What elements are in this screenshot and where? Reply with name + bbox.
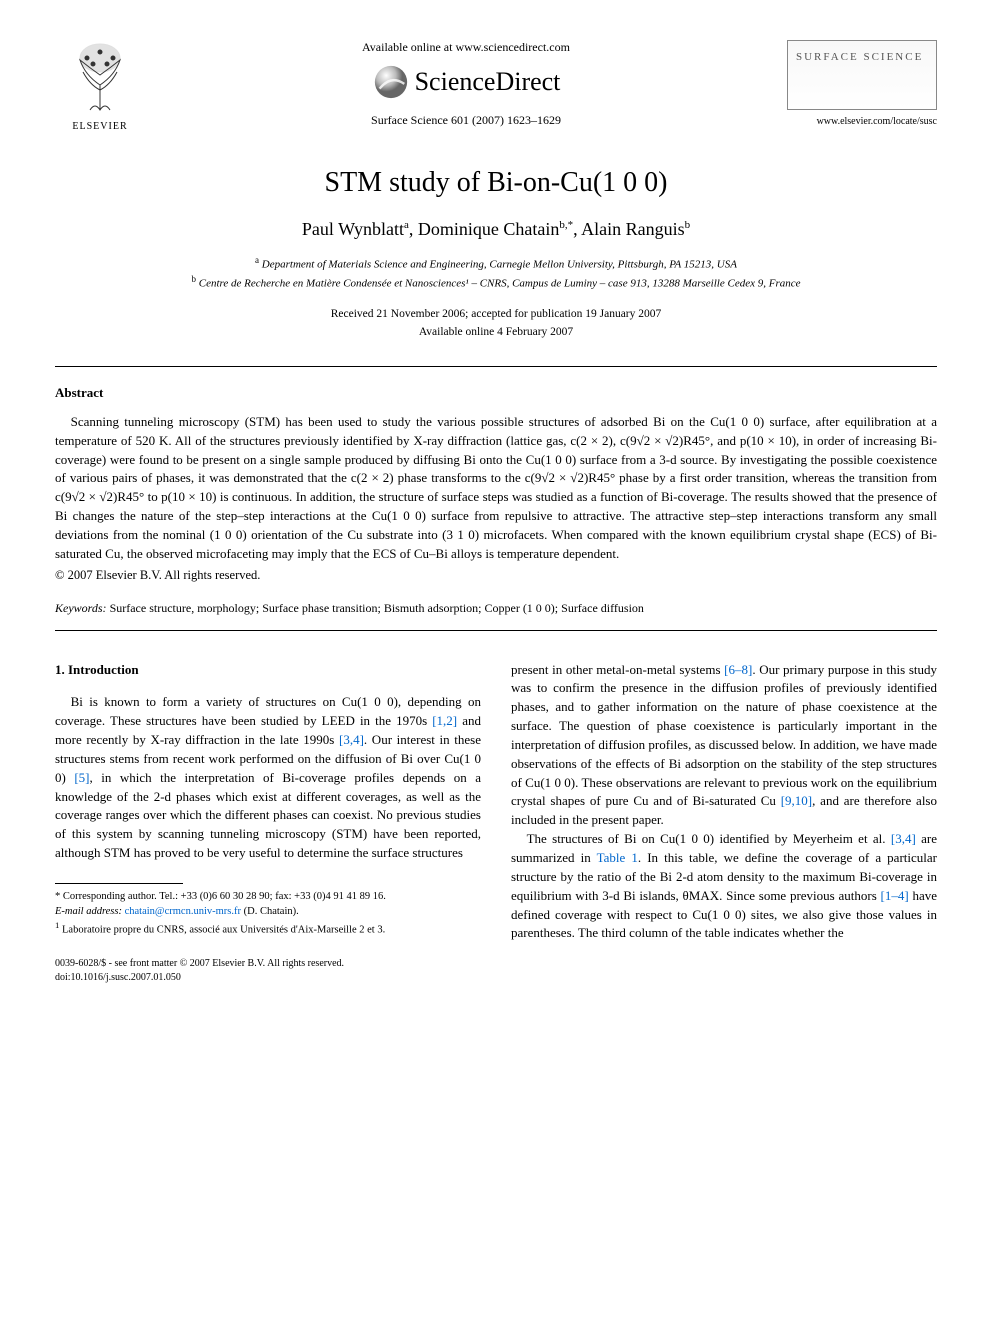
author-1-sup: a: [404, 219, 409, 231]
right-column: present in other metal-on-metal systems …: [511, 661, 937, 985]
keywords-text: Surface structure, morphology; Surface p…: [107, 601, 644, 615]
abstract-section: Abstract Scanning tunneling microscopy (…: [55, 385, 937, 583]
affiliation-a: a Department of Materials Science and En…: [55, 254, 937, 273]
ref-link-14[interactable]: [1–4]: [881, 888, 909, 903]
section-1-heading: 1. Introduction: [55, 661, 481, 680]
rule-bottom: [55, 630, 937, 631]
online-date: Available online 4 February 2007: [55, 324, 937, 341]
journal-cover-box: SURFACE SCIENCE: [787, 40, 937, 110]
affiliation-b: b Centre de Recherche en Matière Condens…: [55, 273, 937, 292]
elsevier-label: ELSEVIER: [55, 121, 145, 132]
article-title: STM study of Bi-on-Cu(1 0 0): [55, 167, 937, 199]
locate-url: www.elsevier.com/locate/susc: [787, 116, 937, 127]
footnote-corresponding-text: Corresponding author. Tel.: +33 (0)6 60 …: [63, 891, 386, 902]
body-columns: 1. Introduction Bi is known to form a va…: [55, 661, 937, 985]
ref-link-5[interactable]: [5]: [74, 770, 89, 785]
text-fragment: , in which the interpretation of Bi-cove…: [55, 770, 481, 860]
intro-para-3: The structures of Bi on Cu(1 0 0) identi…: [511, 830, 937, 943]
dates-block: Received 21 November 2006; accepted for …: [55, 306, 937, 341]
footnote-corresponding: * Corresponding author. Tel.: +33 (0)6 6…: [55, 890, 481, 905]
sciencedirect-text: ScienceDirect: [415, 67, 561, 97]
authors: Paul Wynblatta, Dominique Chatainb,*, Al…: [55, 219, 937, 240]
email-name: (D. Chatain).: [241, 906, 299, 917]
keywords-label: Keywords:: [55, 601, 107, 615]
ref-link-12[interactable]: [1,2]: [432, 713, 457, 728]
abstract-heading: Abstract: [55, 385, 937, 401]
rule-top: [55, 366, 937, 367]
sciencedirect-icon: [372, 63, 410, 101]
text-fragment: . Our primary purpose in this study was …: [511, 662, 937, 809]
author-1: Paul Wynblatt: [302, 219, 404, 239]
elsevier-logo-block: ELSEVIER: [55, 40, 145, 132]
affiliation-b-text: Centre de Recherche en Matière Condensée…: [199, 278, 801, 290]
author-2: Dominique Chatain: [418, 219, 559, 239]
center-header: Available online at www.sciencedirect.co…: [145, 40, 787, 128]
intro-para-1: Bi is known to form a variety of structu…: [55, 693, 481, 863]
elsevier-tree-icon: [65, 40, 135, 115]
author-2-sup: b,*: [559, 219, 573, 231]
table-1-link[interactable]: Table 1: [597, 850, 638, 865]
email-label: E-mail address:: [55, 906, 122, 917]
email-link[interactable]: chatain@crmcn.univ-mrs.fr: [125, 906, 241, 917]
doi-line: doi:10.1016/j.susc.2007.01.050: [55, 971, 481, 985]
abstract-body: Scanning tunneling microscopy (STM) has …: [55, 413, 937, 564]
intro-para-2: present in other metal-on-metal systems …: [511, 661, 937, 831]
header: ELSEVIER Available online at www.science…: [55, 40, 937, 132]
author-3: Alain Ranguis: [581, 219, 685, 239]
bottom-meta: 0039-6028/$ - see front matter © 2007 El…: [55, 957, 481, 985]
affiliations: a Department of Materials Science and En…: [55, 254, 937, 292]
copyright: © 2007 Elsevier B.V. All rights reserved…: [55, 568, 937, 583]
footnote-lab: 1 Laboratoire propre du CNRS, associé au…: [55, 919, 481, 938]
front-matter-line: 0039-6028/$ - see front matter © 2007 El…: [55, 957, 481, 971]
available-online-text: Available online at www.sciencedirect.co…: [145, 40, 787, 55]
page: ELSEVIER Available online at www.science…: [0, 0, 992, 1025]
ref-link-34[interactable]: [3,4]: [339, 732, 364, 747]
affiliation-a-text: Department of Materials Science and Engi…: [262, 259, 737, 271]
left-column: 1. Introduction Bi is known to form a va…: [55, 661, 481, 985]
author-3-sup: b: [685, 219, 691, 231]
text-fragment: Bi is known to form a variety of structu…: [55, 694, 481, 728]
footnote-rule: [55, 883, 183, 884]
footnotes: * Corresponding author. Tel.: +33 (0)6 6…: [55, 890, 481, 939]
journal-cover-block: SURFACE SCIENCE www.elsevier.com/locate/…: [787, 40, 937, 127]
text-fragment: The structures of Bi on Cu(1 0 0) identi…: [527, 831, 891, 846]
ref-link-910[interactable]: [9,10]: [781, 793, 812, 808]
keywords: Keywords: Surface structure, morphology;…: [55, 601, 937, 616]
journal-citation: Surface Science 601 (2007) 1623–1629: [145, 113, 787, 128]
ref-link-34b[interactable]: [3,4]: [891, 831, 916, 846]
received-date: Received 21 November 2006; accepted for …: [55, 306, 937, 323]
ref-link-68[interactable]: [6–8]: [724, 662, 752, 677]
text-fragment: present in other metal-on-metal systems: [511, 662, 724, 677]
footnote-email: E-mail address: chatain@crmcn.univ-mrs.f…: [55, 905, 481, 920]
footnote-lab-text: Laboratoire propre du CNRS, associé aux …: [62, 925, 385, 936]
sciencedirect-logo: ScienceDirect: [145, 63, 787, 101]
